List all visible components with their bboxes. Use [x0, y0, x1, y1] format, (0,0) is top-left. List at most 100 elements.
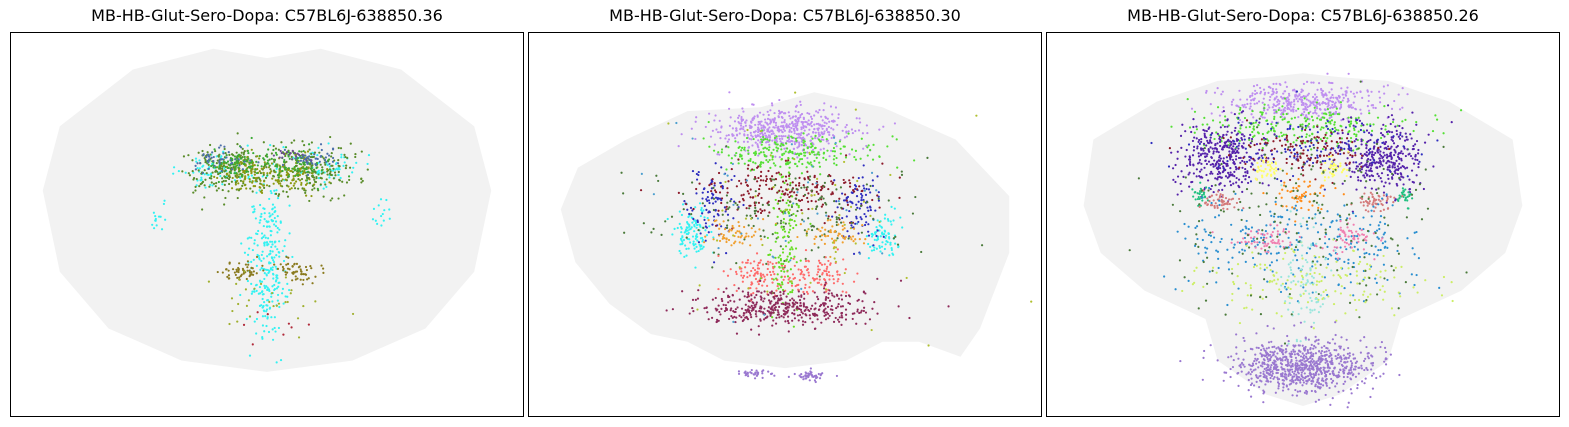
scatter-point: [1330, 115, 1333, 119]
scatter-point: [802, 184, 805, 187]
scatter-point: [829, 174, 832, 178]
scatter-point: [236, 188, 240, 191]
scatter-point: [755, 374, 759, 377]
scatter-point: [385, 198, 388, 202]
scatter-point: [800, 112, 804, 116]
scatter-point: [214, 166, 217, 169]
scatter-point: [782, 290, 785, 293]
scatter-point: [250, 136, 253, 140]
scatter-point: [271, 208, 274, 211]
scatter-point: [262, 141, 265, 144]
scatter-point: [1252, 85, 1256, 88]
scatter-point: [262, 309, 266, 312]
scatter-point: [760, 298, 763, 301]
scatter-point: [750, 294, 753, 297]
scatter-point: [1212, 152, 1215, 155]
scatter-point: [799, 223, 802, 226]
scatter-point: [830, 136, 833, 140]
scatter-point: [1230, 131, 1233, 134]
scatter-point: [273, 256, 276, 259]
scatter-point: [821, 119, 824, 122]
scatter-point: [810, 225, 813, 228]
scatter-point: [726, 224, 729, 227]
scatter-point: [217, 172, 220, 176]
scatter-point: [725, 238, 728, 241]
scatter-point: [795, 261, 798, 264]
scatter-point: [288, 153, 291, 156]
scatter-point: [1190, 130, 1193, 134]
scatter-point: [718, 234, 721, 237]
scatter-point: [306, 161, 309, 164]
scatter-point: [263, 218, 266, 221]
scatter-point: [740, 232, 743, 235]
cluster-15: [787, 367, 839, 384]
scatter-point: [1300, 90, 1303, 94]
scatter-point: [267, 166, 271, 169]
scatter-point: [1352, 101, 1355, 104]
scatter-point: [301, 283, 304, 286]
scatter-point: [237, 153, 241, 156]
scatter-point: [711, 129, 714, 132]
scatter-point: [239, 293, 242, 297]
scatter-point: [777, 171, 780, 174]
scatter-point: [307, 167, 310, 170]
scatter-point: [695, 192, 698, 195]
scatter-point: [755, 315, 758, 318]
scatter-point: [746, 271, 749, 274]
scatter-point: [862, 291, 865, 294]
scatter-point: [782, 217, 785, 221]
scatter-point: [269, 234, 272, 237]
scatter-point: [1242, 142, 1245, 145]
scatter-point: [855, 217, 858, 220]
scatter-point: [824, 318, 828, 321]
scatter-point: [705, 198, 708, 201]
scatter-point: [302, 165, 305, 168]
scatter-point: [237, 266, 240, 270]
scatter-point: [865, 221, 868, 224]
scatter-point: [831, 308, 834, 311]
scatter-point: [1233, 129, 1236, 132]
scatter-point: [836, 318, 840, 321]
scatter-point: [1329, 134, 1332, 137]
scatter-point: [891, 252, 894, 255]
scatter-point: [788, 126, 791, 129]
scatter-point: [830, 304, 833, 308]
scatter-point: [266, 174, 269, 177]
scatter-point: [289, 182, 292, 185]
scatter-point: [1261, 147, 1264, 150]
scatter-point: [208, 158, 211, 161]
scatter-point: [1326, 72, 1329, 75]
scatter-point: [772, 267, 775, 270]
scatter-point: [815, 184, 819, 188]
scatter-point: [784, 320, 787, 323]
scatter-point: [781, 190, 784, 193]
scatter-point: [692, 207, 695, 211]
scatter-point: [776, 282, 780, 285]
scatter-point: [729, 200, 732, 203]
scatter-point: [797, 288, 800, 291]
scatter-point: [741, 107, 744, 110]
scatter-point: [848, 209, 851, 213]
scatter-point: [307, 170, 310, 173]
scatter-point: [255, 160, 258, 163]
scatter-point: [233, 172, 236, 175]
scatter-point: [710, 189, 713, 193]
scatter-point: [773, 303, 776, 307]
scatter-point: [816, 177, 819, 180]
scatter-point: [231, 176, 234, 180]
scatter-point: [705, 208, 708, 211]
scatter-point: [794, 126, 798, 129]
scatter-point: [284, 276, 287, 279]
scatter-point: [798, 374, 801, 377]
scatter-point: [732, 203, 735, 206]
scatter-point: [723, 172, 726, 176]
scatter-point: [831, 150, 835, 153]
scatter-point: [163, 199, 166, 202]
scatter-point: [926, 156, 929, 159]
scatter-point: [1320, 88, 1323, 91]
scatter-point: [805, 377, 808, 380]
scatter-point: [695, 187, 698, 191]
scatter-point: [766, 309, 769, 312]
scatter-point: [788, 191, 792, 194]
scatter-point: [690, 216, 693, 219]
